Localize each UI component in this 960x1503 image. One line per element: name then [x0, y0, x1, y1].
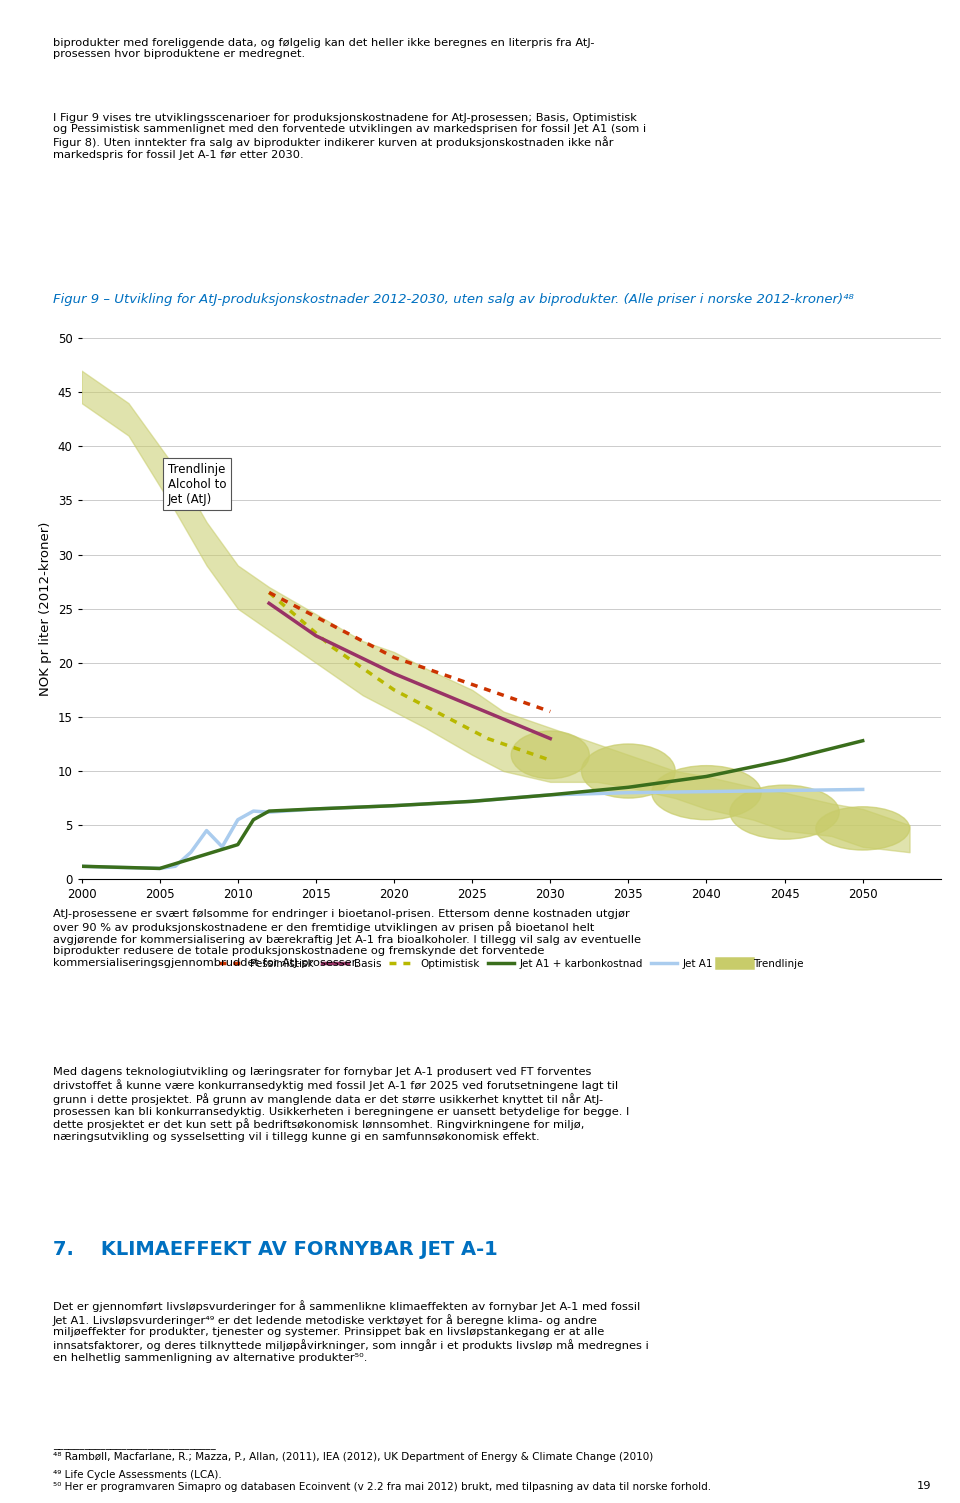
Text: Det er gjennomført livsløpsvurderinger for å sammenlikne klimaeffekten av fornyb: Det er gjennomført livsløpsvurderinger f…: [53, 1300, 649, 1363]
Text: 19: 19: [917, 1480, 931, 1491]
Ellipse shape: [512, 730, 589, 779]
Ellipse shape: [816, 807, 909, 851]
Text: Trendlinje
Alcohol to
Jet (AtJ): Trendlinje Alcohol to Jet (AtJ): [168, 463, 226, 505]
Text: biprodukter med foreliggende data, og følgelig kan det heller ikke beregnes en l: biprodukter med foreliggende data, og fø…: [53, 38, 594, 59]
Text: I Figur 9 vises tre utviklingsscenarioer for produksjonskostnadene for AtJ-prose: I Figur 9 vises tre utviklingsscenarioer…: [53, 113, 646, 159]
Text: 7.    KLIMAEFFEKT AV FORNYBAR JET A-1: 7. KLIMAEFFEKT AV FORNYBAR JET A-1: [53, 1240, 497, 1260]
Text: Med dagens teknologiutvikling og læringsrater for fornybar Jet A-1 produsert ved: Med dagens teknologiutvikling og lærings…: [53, 1067, 629, 1142]
Text: ⁵⁰ Her er programvaren Simapro og databasen Ecoinvent (v 2.2 fra mai 2012) brukt: ⁵⁰ Her er programvaren Simapro og databa…: [53, 1482, 711, 1492]
Text: ⁴⁸ Rambøll, Macfarlane, R.; Mazza, P., Allan, (2011), IEA (2012), UK Department : ⁴⁸ Rambøll, Macfarlane, R.; Mazza, P., A…: [53, 1452, 653, 1462]
Legend: Pessimistisk, Basis, Optimistisk, Jet A1 + karbonkostnad, Jet A1, Trendlinje: Pessimistisk, Basis, Optimistisk, Jet A1…: [215, 954, 807, 972]
Text: AtJ-prosessene er svært følsomme for endringer i bioetanol-prisen. Ettersom denn: AtJ-prosessene er svært følsomme for end…: [53, 909, 641, 968]
Text: Figur 9 – Utvikling for AtJ-produksjonskostnader 2012-2030, uten salg av biprodu: Figur 9 – Utvikling for AtJ-produksjonsk…: [53, 293, 853, 307]
Text: ⁴⁹ Life Cycle Assessments (LCA).: ⁴⁹ Life Cycle Assessments (LCA).: [53, 1470, 222, 1480]
Ellipse shape: [652, 765, 761, 819]
Ellipse shape: [730, 785, 839, 839]
Text: _______________________________: _______________________________: [53, 1440, 216, 1450]
Ellipse shape: [582, 744, 675, 798]
Y-axis label: NOK pr liter (2012-kroner): NOK pr liter (2012-kroner): [39, 522, 52, 696]
